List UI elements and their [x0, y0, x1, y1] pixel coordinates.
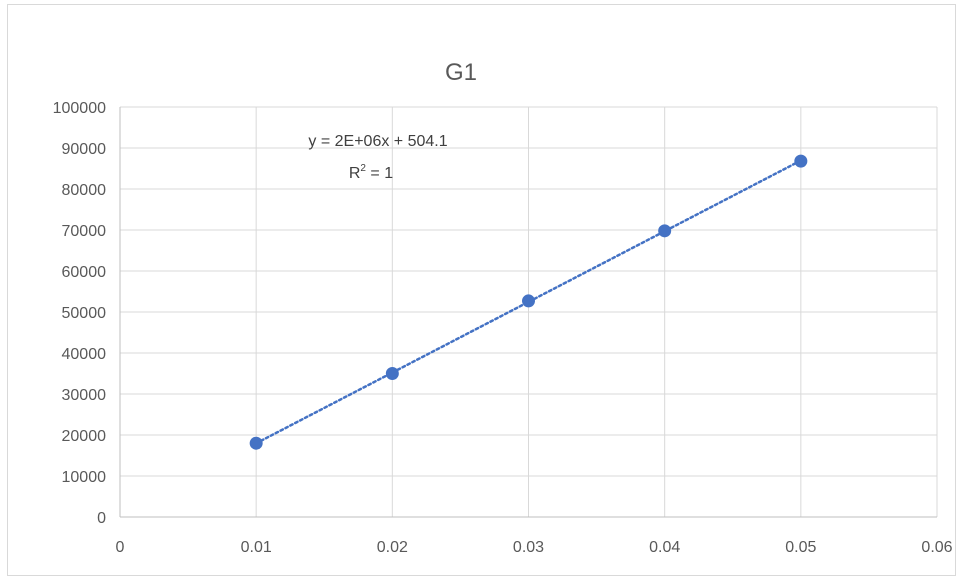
chart-frame	[7, 4, 956, 576]
x-tick-label: 0.06	[921, 539, 952, 556]
y-tick-label: 80000	[62, 182, 107, 199]
x-tick-label: 0.01	[241, 539, 272, 556]
tick-labels: 0 10000 20000 30000 40000 50000 60000 70000 8000…	[53, 100, 953, 556]
y-tick-label: 60000	[62, 264, 107, 281]
y-tick-label: 40000	[62, 346, 107, 363]
x-tick-label: 0	[116, 539, 125, 556]
r-squared-exponent: 2	[360, 163, 366, 174]
x-tick-label: 0.02	[377, 539, 408, 556]
data-point	[658, 224, 672, 238]
r-squared-label: R2 = 1	[349, 163, 393, 182]
data-points	[249, 154, 808, 450]
r-squared-prefix: R	[349, 165, 361, 182]
y-tick-label: 70000	[62, 223, 107, 240]
y-tick-label: 50000	[62, 305, 107, 322]
axes	[119, 107, 937, 518]
gridlines	[120, 106, 938, 517]
y-tick-label: 0	[97, 510, 106, 527]
y-tick-label: 30000	[62, 387, 107, 404]
y-tick-label: 20000	[62, 428, 107, 445]
r-squared-value: = 1	[366, 165, 393, 182]
y-tick-label: 10000	[62, 469, 107, 486]
chart-title: G1	[445, 59, 477, 86]
trendline-equation: y = 2E+06x + 504.1	[308, 133, 447, 150]
x-tick-label: 0.05	[785, 539, 816, 556]
data-point	[522, 294, 535, 308]
data-point	[385, 367, 399, 380]
x-tick-label: 0.04	[649, 539, 680, 556]
x-tick-label: 0.03	[513, 539, 544, 556]
data-point	[794, 154, 808, 168]
y-tick-label: 100000	[53, 100, 106, 117]
y-tick-label: 90000	[62, 141, 107, 158]
data-point	[249, 436, 263, 450]
